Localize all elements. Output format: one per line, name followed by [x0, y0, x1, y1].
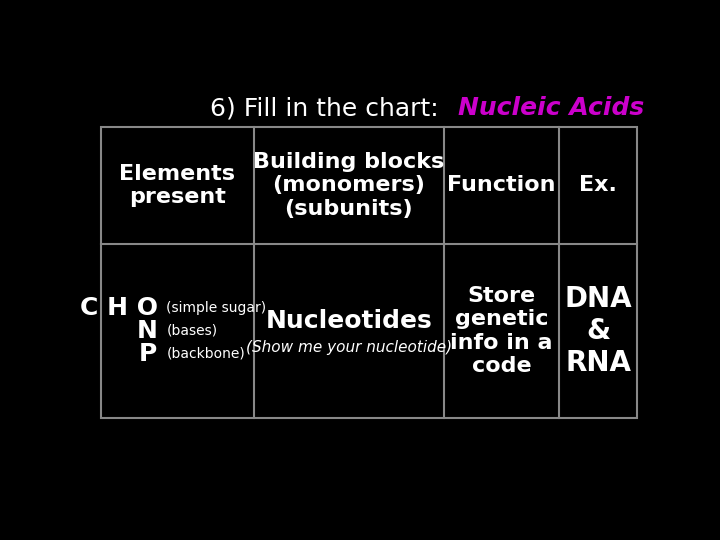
Text: P: P [140, 342, 166, 366]
Bar [101, 127, 636, 418]
Text: (simple sugar): (simple sugar) [166, 301, 266, 315]
Text: Nucleotides: Nucleotides [266, 308, 432, 333]
Text: (bases): (bases) [166, 324, 217, 338]
Text: N: N [137, 319, 166, 343]
Text: (backbone): (backbone) [166, 347, 245, 361]
Text: C H O: C H O [80, 296, 166, 320]
Text: Ex.: Ex. [579, 176, 617, 195]
Text: Building blocks
(monomers)
(subunits): Building blocks (monomers) (subunits) [253, 152, 444, 219]
Text: Function: Function [447, 176, 556, 195]
Text: Nucleic Acids: Nucleic Acids [459, 97, 644, 120]
Text: DNA
&
RNA: DNA & RNA [564, 285, 632, 377]
Text: 6) Fill in the chart:: 6) Fill in the chart: [210, 97, 446, 120]
Text: Store
genetic
info in a
code: Store genetic info in a code [450, 286, 553, 376]
Text: (Show me your nucleotide): (Show me your nucleotide) [246, 340, 452, 355]
Text: Elements
present: Elements present [120, 164, 235, 207]
